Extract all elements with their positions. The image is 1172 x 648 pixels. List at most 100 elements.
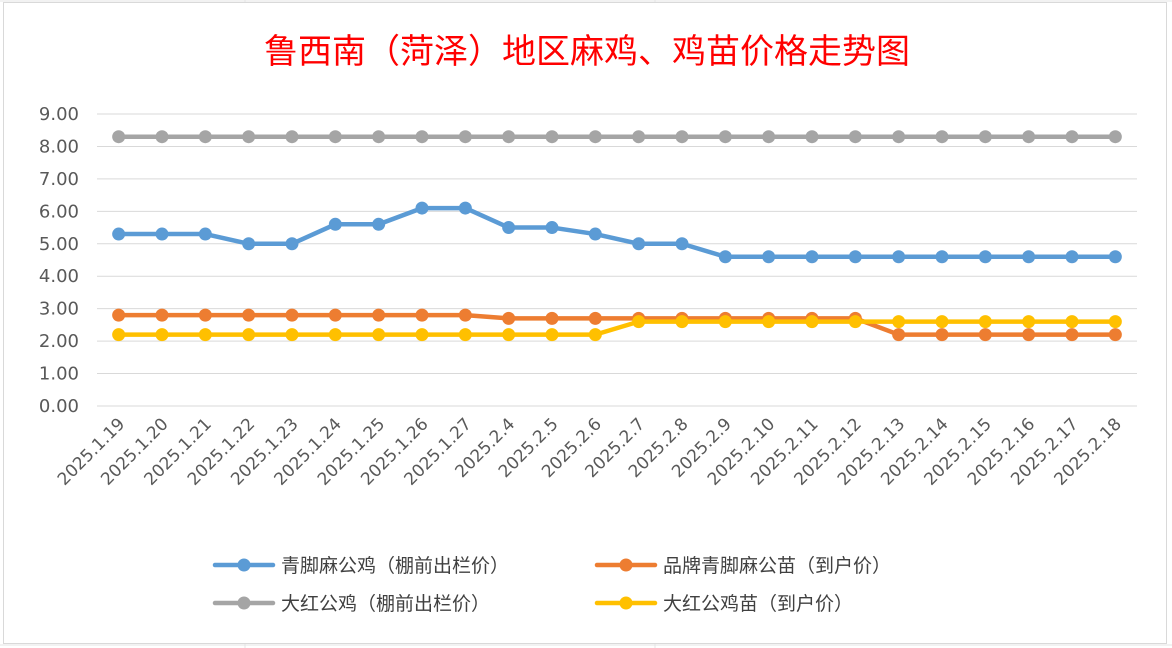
data-point[interactable] xyxy=(415,308,429,322)
data-point[interactable] xyxy=(675,315,689,329)
data-point[interactable] xyxy=(1022,315,1036,329)
data-point[interactable] xyxy=(242,130,256,144)
data-point[interactable] xyxy=(892,250,906,264)
data-point[interactable] xyxy=(458,130,472,144)
data-point[interactable] xyxy=(892,130,906,144)
data-point[interactable] xyxy=(718,315,732,329)
legend-item[interactable]: 大红公鸡（棚前出栏价） xyxy=(212,593,490,615)
data-point[interactable] xyxy=(328,130,342,144)
data-point[interactable] xyxy=(155,227,169,241)
data-point[interactable] xyxy=(588,227,602,241)
data-point[interactable] xyxy=(242,237,256,251)
data-point[interactable] xyxy=(112,130,126,144)
data-point[interactable] xyxy=(372,217,386,231)
data-point[interactable] xyxy=(1108,250,1122,264)
data-point[interactable] xyxy=(848,250,862,264)
data-point[interactable] xyxy=(502,311,516,325)
data-point[interactable] xyxy=(198,308,212,322)
legend-item[interactable]: 青脚麻公鸡（棚前出栏价） xyxy=(212,555,509,577)
data-point[interactable] xyxy=(632,237,646,251)
data-point[interactable] xyxy=(1108,328,1122,342)
data-point[interactable] xyxy=(328,308,342,322)
data-point[interactable] xyxy=(458,328,472,342)
data-point[interactable] xyxy=(588,130,602,144)
data-point[interactable] xyxy=(155,130,169,144)
data-point[interactable] xyxy=(242,308,256,322)
data-point[interactable] xyxy=(545,311,559,325)
data-point[interactable] xyxy=(502,328,516,342)
data-point[interactable] xyxy=(805,315,819,329)
data-point[interactable] xyxy=(1065,315,1079,329)
data-point[interactable] xyxy=(675,237,689,251)
data-point[interactable] xyxy=(675,130,689,144)
data-point[interactable] xyxy=(242,328,256,342)
data-point[interactable] xyxy=(458,201,472,215)
data-point[interactable] xyxy=(458,308,472,322)
data-point[interactable] xyxy=(415,328,429,342)
legend-item[interactable]: 大红公鸡苗（到户价） xyxy=(594,593,853,615)
data-point[interactable] xyxy=(502,130,516,144)
data-point[interactable] xyxy=(848,130,862,144)
data-point[interactable] xyxy=(762,250,776,264)
data-point[interactable] xyxy=(978,315,992,329)
data-point[interactable] xyxy=(1108,130,1122,144)
data-point[interactable] xyxy=(978,328,992,342)
data-point[interactable] xyxy=(112,328,126,342)
data-point[interactable] xyxy=(588,328,602,342)
data-point[interactable] xyxy=(198,130,212,144)
data-point[interactable] xyxy=(415,201,429,215)
data-point[interactable] xyxy=(1065,130,1079,144)
data-point[interactable] xyxy=(762,130,776,144)
data-point[interactable] xyxy=(545,328,559,342)
data-point[interactable] xyxy=(762,315,776,329)
data-point[interactable] xyxy=(935,328,949,342)
data-point[interactable] xyxy=(372,308,386,322)
data-point[interactable] xyxy=(632,315,646,329)
series-2[interactable] xyxy=(112,308,1122,342)
data-point[interactable] xyxy=(978,130,992,144)
data-point[interactable] xyxy=(588,311,602,325)
chart-area[interactable]: 鲁西南（菏泽）地区麻鸡、鸡苗价格走势图 0.00 1.00 2.00 3.00 4.00… xyxy=(3,2,1167,644)
data-point[interactable] xyxy=(285,130,299,144)
data-point[interactable] xyxy=(545,130,559,144)
data-point[interactable] xyxy=(1022,328,1036,342)
data-point[interactable] xyxy=(372,130,386,144)
data-point[interactable] xyxy=(978,250,992,264)
data-point[interactable] xyxy=(285,308,299,322)
data-point[interactable] xyxy=(112,227,126,241)
data-point[interactable] xyxy=(892,328,906,342)
data-point[interactable] xyxy=(285,328,299,342)
data-point[interactable] xyxy=(1022,130,1036,144)
data-point[interactable] xyxy=(1065,328,1079,342)
data-point[interactable] xyxy=(718,130,732,144)
series-3[interactable] xyxy=(112,130,1122,144)
data-point[interactable] xyxy=(198,328,212,342)
data-point[interactable] xyxy=(155,308,169,322)
data-point[interactable] xyxy=(935,130,949,144)
data-point[interactable] xyxy=(112,308,126,322)
data-point[interactable] xyxy=(892,315,906,329)
data-point[interactable] xyxy=(545,221,559,235)
data-point[interactable] xyxy=(718,250,732,264)
legend-item[interactable]: 品牌青脚麻公苗（到户价） xyxy=(594,555,891,577)
data-point[interactable] xyxy=(805,130,819,144)
data-point[interactable] xyxy=(805,250,819,264)
data-point[interactable] xyxy=(415,130,429,144)
data-point[interactable] xyxy=(848,315,862,329)
series-4[interactable] xyxy=(112,315,1122,342)
series-line[interactable] xyxy=(116,319,1118,337)
data-point[interactable] xyxy=(935,250,949,264)
data-point[interactable] xyxy=(372,328,386,342)
data-point[interactable] xyxy=(632,130,646,144)
data-point[interactable] xyxy=(285,237,299,251)
series-1[interactable] xyxy=(112,201,1122,264)
data-point[interactable] xyxy=(1022,250,1036,264)
data-point[interactable] xyxy=(502,221,516,235)
series-line[interactable] xyxy=(116,205,1118,260)
data-point[interactable] xyxy=(198,227,212,241)
data-point[interactable] xyxy=(1065,250,1079,264)
legend[interactable]: 青脚麻公鸡（棚前出栏价） 品牌青脚麻公苗（到户价） 大红公鸡（棚前出栏价） 大红公鸡苗… xyxy=(212,555,891,615)
data-point[interactable] xyxy=(155,328,169,342)
data-point[interactable] xyxy=(328,328,342,342)
series-line[interactable] xyxy=(116,312,1118,337)
